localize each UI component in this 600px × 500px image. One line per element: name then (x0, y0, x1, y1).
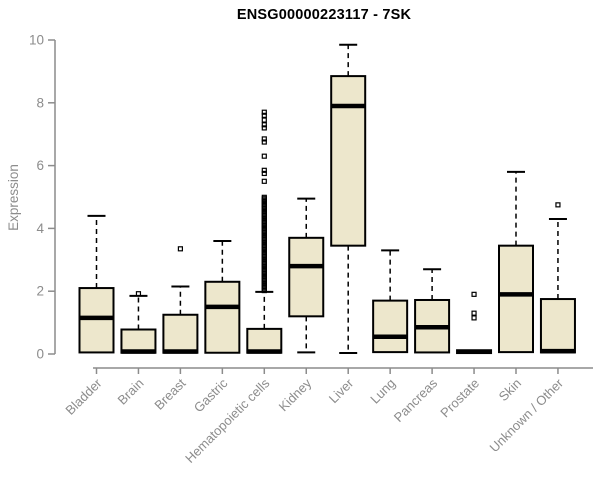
iqr-box (498, 244, 534, 354)
chart-title: ENSG00000223117 - 7SK (236, 7, 412, 23)
iqr-box (539, 298, 576, 354)
x-tick-label: Prostate (437, 376, 482, 421)
iqr-box (288, 236, 325, 318)
box-kidney (288, 197, 325, 354)
iqr-box (78, 287, 115, 354)
x-tick-label: Gastric (191, 375, 231, 415)
outlier-point (261, 117, 267, 123)
box-gastric (204, 239, 241, 354)
x-tick-label: Lung (367, 376, 398, 407)
x-tick-label: Breast (151, 375, 188, 412)
box-breast (162, 246, 199, 354)
outlier-point (261, 178, 267, 184)
y-tick-label: 2 (36, 284, 44, 299)
x-tick-label: Bladder (62, 375, 105, 418)
outlier-point (177, 246, 183, 252)
outlier-point (261, 125, 267, 131)
iqr-box (330, 75, 367, 247)
x-tick-label: Brain (114, 376, 146, 408)
x-tick-label: Pancreas (391, 375, 441, 425)
box-skin (498, 170, 534, 354)
box-lung (372, 249, 409, 354)
outlier-point (471, 310, 477, 316)
outlier-point (261, 139, 267, 145)
y-tick-label: 10 (29, 33, 44, 48)
outlier-point (261, 153, 267, 159)
outlier-point (471, 291, 477, 297)
x-tick-label: Kidney (276, 375, 315, 414)
outlier-point (261, 109, 267, 115)
outlier-point (261, 112, 267, 118)
outlier-point (261, 194, 267, 200)
box-liver (330, 43, 367, 355)
x-tick-label: Skin (496, 376, 524, 404)
y-tick-label: 8 (36, 95, 44, 110)
outlier-point (555, 202, 561, 208)
box-brain (120, 291, 157, 354)
box-prostate (456, 291, 493, 355)
box-pancreas (414, 268, 451, 354)
box-unknown-other (539, 202, 576, 354)
outlier-point (261, 136, 267, 142)
iqr-box (162, 313, 199, 354)
y-tick-label: 0 (36, 347, 44, 362)
x-tick-label: Liver (326, 375, 357, 406)
iqr-box (246, 327, 283, 354)
outlier-point (135, 291, 142, 297)
outlier-point (261, 122, 267, 128)
x-tick-label: Unknown / Other (486, 375, 566, 455)
y-tick-label: 4 (36, 221, 44, 236)
outlier-point (261, 170, 267, 177)
y-tick-label: 6 (36, 158, 44, 173)
outlier-point (261, 167, 267, 173)
iqr-box (372, 299, 409, 354)
box-hematopoietic-cells (246, 109, 283, 354)
outlier-point (471, 315, 477, 321)
box-bladder (78, 214, 115, 354)
iqr-box (204, 280, 241, 354)
